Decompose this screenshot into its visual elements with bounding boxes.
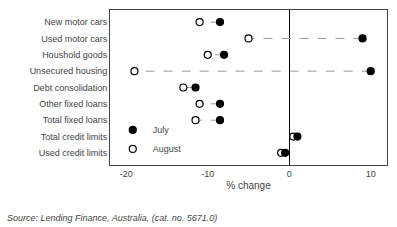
svg-text:-20: -20 [120,169,133,179]
svg-text:Debt consolidation: Debt consolidation [33,83,107,93]
svg-text:Total credit limits: Total credit limits [41,132,108,142]
svg-text:August: August [153,144,182,154]
svg-text:New motor cars: New motor cars [44,17,108,27]
svg-text:% change: % change [226,180,271,191]
svg-text:July: July [153,125,170,135]
svg-text:Source: Lending Finance, Austr: Source: Lending Finance, Australia, (cat… [7,213,217,223]
svg-text:Total fixed loans: Total fixed loans [43,115,108,125]
svg-text:Houshold goods: Houshold goods [42,50,108,60]
svg-text:10: 10 [366,169,376,179]
svg-text:Other fixed loans: Other fixed loans [39,99,108,109]
svg-text:Unsecured housing: Unsecured housing [30,66,108,76]
svg-text:Used credit limits: Used credit limits [39,148,108,158]
svg-text:0: 0 [287,169,292,179]
svg-text:Used motor cars: Used motor cars [41,34,108,44]
svg-text:-10: -10 [201,169,214,179]
